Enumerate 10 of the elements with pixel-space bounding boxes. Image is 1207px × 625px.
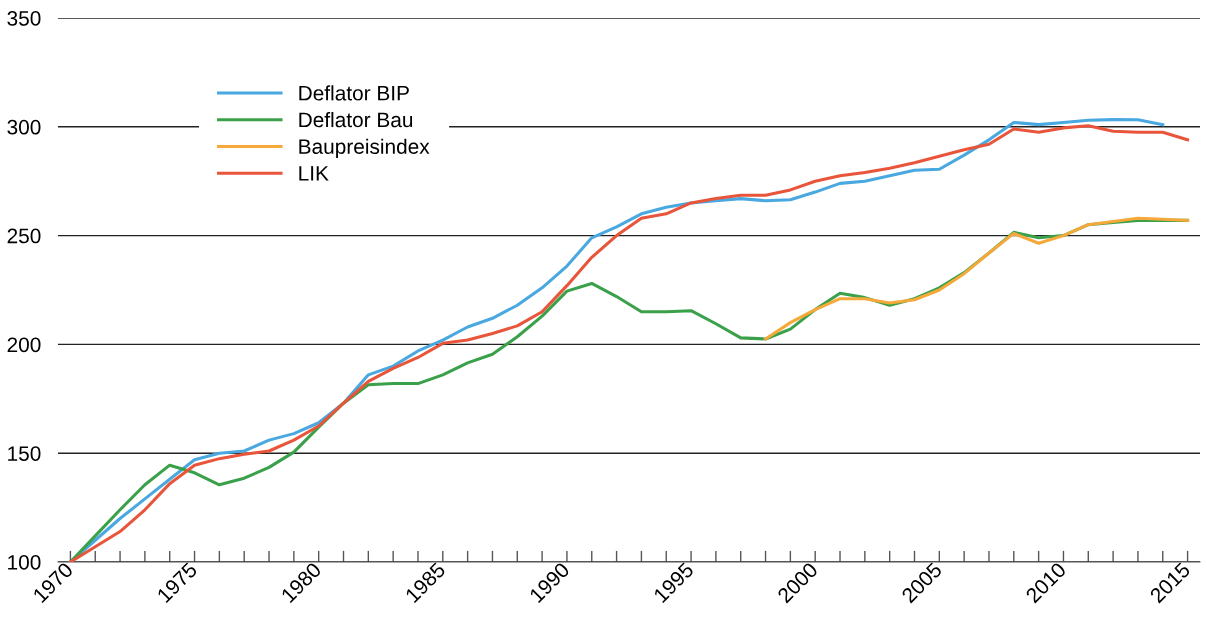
y-tick-label: 250 [7,228,41,244]
legend-label: Baupreisindex [299,138,430,159]
y-tick-label: 350 [7,11,41,26]
legend-label: Deflator Bau [299,111,413,128]
y-tick-label: 300 [7,119,41,135]
line-series [764,216,1190,341]
y-tick-label: 150 [8,446,41,461]
legend-label: LIK [299,166,329,181]
legend-label: Deflator BIP [299,85,409,101]
y-tick-label: 200 [7,337,41,353]
